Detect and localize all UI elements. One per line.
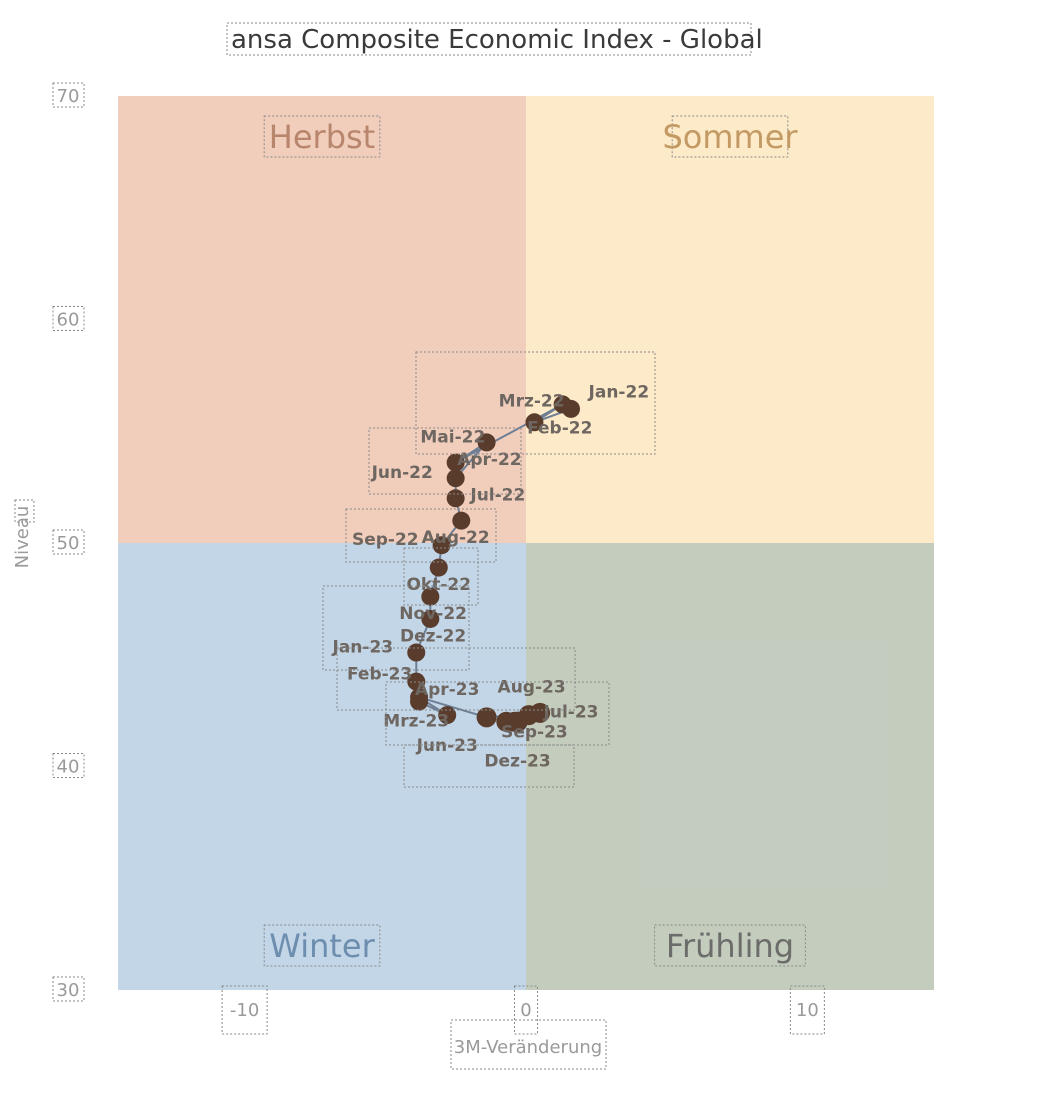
quadrant-label-herbst: Herbst xyxy=(269,118,375,156)
quadrant-label-fr-hling: Frühling xyxy=(666,927,794,965)
point-label-apr-22: Apr-22 xyxy=(457,450,521,470)
point-label-jul-22: Jul-22 xyxy=(469,486,525,506)
point-feb-22 xyxy=(525,413,544,432)
point-apr-22 xyxy=(446,453,465,472)
point-labels: Jan-22 Mrz-22 Feb-22 Mai-22 Apr-22 Jun-22 Jul-… xyxy=(322,351,656,788)
point-nov-22 xyxy=(421,587,440,606)
y-tick-label: 70 xyxy=(57,86,80,107)
y-tick-label: 40 xyxy=(57,757,80,778)
point-aug-22 xyxy=(452,511,471,530)
point-mrz-22 xyxy=(553,395,572,414)
point-jun-23 xyxy=(476,707,497,728)
x-tick-label: 0 xyxy=(520,1000,531,1021)
y-tick-label: 50 xyxy=(57,533,80,554)
point-mai-22 xyxy=(477,433,496,452)
point-label-jun-22: Jun-22 xyxy=(371,463,433,483)
point-label-nov-22: Nov-22 xyxy=(399,604,467,624)
point-label-mai-22: Mai-22 xyxy=(420,427,485,447)
point-label-dez-22: Dez-22 xyxy=(400,626,466,646)
point-dez-22 xyxy=(421,609,440,628)
point-label-sep-22: Sep-22 xyxy=(352,530,419,550)
point-label-dez-23: Dez-23 xyxy=(484,752,550,772)
point-label-aug-22: Aug-22 xyxy=(422,528,490,548)
y-tick-label: 60 xyxy=(57,310,80,331)
quadrant-fr-hling xyxy=(526,543,934,990)
point-dez-23 xyxy=(507,711,528,732)
point-label-feb-23: Feb-23 xyxy=(347,664,412,684)
data-points xyxy=(407,395,581,732)
x-axis-label-group: 3M-Veränderung xyxy=(450,1019,607,1070)
point-label-jun-23: Jun-23 xyxy=(416,736,478,756)
y-tick-label: 30 xyxy=(57,980,80,1001)
point-label-jul-23: Jul-23 xyxy=(543,702,599,722)
point-mai-23 xyxy=(410,688,429,707)
axes: 30 40 50 60 70 -10 0 10 xyxy=(52,82,825,1035)
quadrant-winter xyxy=(118,543,526,990)
point-sep-22 xyxy=(432,536,451,555)
point-label-mrz-23: Mrz-23 xyxy=(383,711,449,731)
point-label-mrz-22: Mrz-22 xyxy=(499,392,565,412)
quadrant-sommer xyxy=(526,96,934,543)
quadrant-backgrounds xyxy=(118,96,934,990)
x-tick-label: 10 xyxy=(796,1000,819,1021)
point-label-feb-22: Feb-22 xyxy=(527,418,592,438)
point-label-sep-23: Sep-23 xyxy=(501,722,568,742)
x-axis-label: 3M-Veränderung xyxy=(454,1037,602,1058)
point-label-okt-22: Okt-22 xyxy=(406,575,471,595)
y-axis-label-group: Niveau xyxy=(12,499,35,569)
quadrant-labels: Herbst Sommer Winter Frühling xyxy=(263,115,806,967)
point-label-aug-23: Aug-23 xyxy=(498,678,566,698)
point-apr-23 xyxy=(438,706,457,725)
point-jun-22 xyxy=(446,469,465,488)
point-feb-23 xyxy=(407,672,426,691)
y-axis-label: Niveau xyxy=(12,506,33,569)
point-label-jan-22: Jan-22 xyxy=(588,383,650,403)
point-okt-22 xyxy=(429,558,448,577)
point-jan-23 xyxy=(407,643,426,662)
quadrant-label-sommer: Sommer xyxy=(662,118,798,156)
chart-title-group: ansa Composite Economic Index - Global xyxy=(226,22,763,56)
quadrant-label-winter: Winter xyxy=(269,927,375,965)
quadrant-herbst xyxy=(118,96,526,543)
point-jul-22 xyxy=(446,489,465,508)
x-tick-label: -10 xyxy=(230,1000,259,1021)
point-label-apr-23: Apr-23 xyxy=(415,680,479,700)
chart-title: ansa Composite Economic Index - Global xyxy=(231,25,763,55)
